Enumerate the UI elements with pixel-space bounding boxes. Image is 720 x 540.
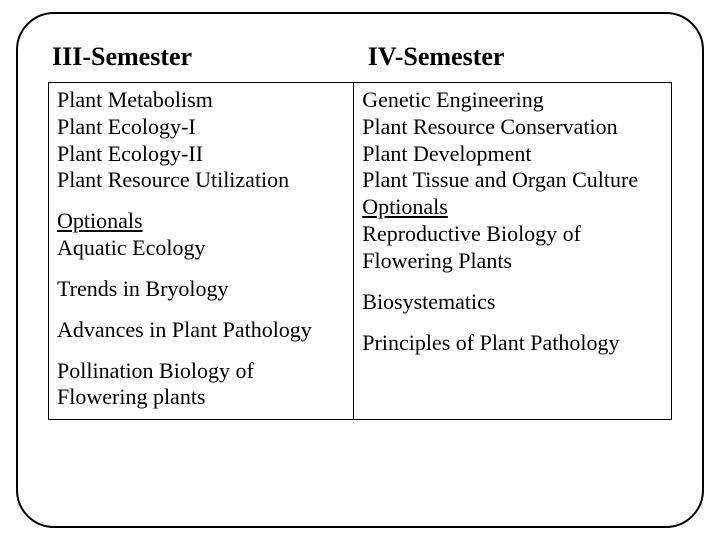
left-column-cell: Plant Metabolism Plant Ecology-I Plant E… [49, 83, 354, 420]
header-iii-semester: III-Semester [48, 42, 354, 72]
spacer [57, 262, 345, 276]
course-item: Plant Ecology-II [57, 141, 345, 168]
course-item: Plant Ecology-I [57, 114, 345, 141]
right-column-cell: Genetic Engineering Plant Resource Conse… [354, 83, 672, 420]
spacer [57, 303, 345, 317]
course-item: Plant Resource Utilization [57, 167, 345, 194]
course-item: Pollination Biology of Flowering plants [57, 358, 345, 412]
optionals-label: Optionals [57, 208, 345, 235]
course-table: Plant Metabolism Plant Ecology-I Plant E… [48, 82, 672, 420]
spacer [362, 275, 663, 289]
course-item: Aquatic Ecology [57, 235, 345, 262]
course-item: Genetic Engineering [362, 87, 663, 114]
spacer [362, 316, 663, 330]
course-item: Plant Development [362, 141, 663, 168]
table-row: Plant Metabolism Plant Ecology-I Plant E… [49, 83, 672, 420]
course-item: Principles of Plant Pathology [362, 330, 663, 357]
course-item: Reproductive Biology of Flowering Plants [362, 221, 663, 275]
header-iv-semester: IV-Semester [354, 42, 672, 72]
semester-headers: III-Semester IV-Semester [48, 42, 672, 72]
course-item: Trends in Bryology [57, 276, 345, 303]
course-item: Biosystematics [362, 289, 663, 316]
course-item: Plant Metabolism [57, 87, 345, 114]
spacer [57, 344, 345, 358]
course-item: Plant Resource Conservation [362, 114, 663, 141]
spacer [57, 194, 345, 208]
optionals-label: Optionals [362, 194, 663, 221]
course-item: Plant Tissue and Organ Culture [362, 167, 663, 194]
course-item: Advances in Plant Pathology [57, 317, 345, 344]
slide-frame: III-Semester IV-Semester Plant Metabolis… [16, 12, 704, 528]
